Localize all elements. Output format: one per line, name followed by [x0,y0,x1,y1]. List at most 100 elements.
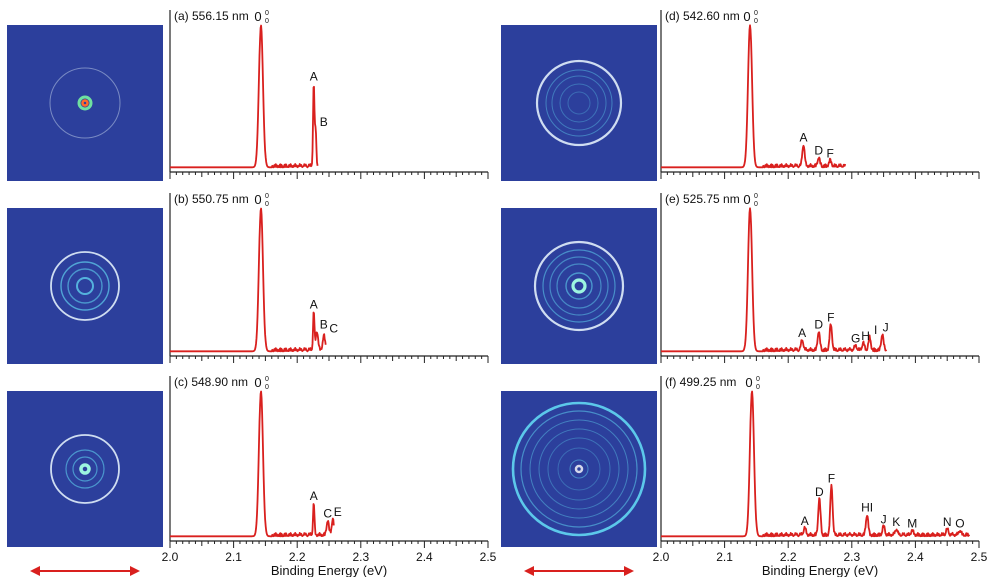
image-ring [533,240,625,332]
panel-title: (a) 556.15 nm [174,9,249,23]
peak-label: A [801,514,809,528]
main-peak-label: 0 [743,9,750,24]
peak-label: A [310,489,318,503]
peak-label: I [874,323,877,337]
peak-label: E [334,505,342,519]
panel-a: (a) 556.15 nm 0 00 A B [7,9,489,181]
main-peak-subscript: 0 [756,384,760,391]
panel-title: (f) 499.25 nm [665,375,736,389]
velocity-map-image [501,25,657,181]
panel-f: (f) 499.25 nm 0 00 A DF HI J K M N O 2.0 2.1 2.2 2.3 2.… [501,375,988,577]
image-ring [529,419,629,519]
panel-c: (c) 548.90 nm 0 00 AC E 2.0 2.1 2.2 2.3 2.4 2.5 Bin… [7,375,497,577]
spectrum-line [169,390,335,538]
x-tick-label: 2.3 [843,550,860,564]
velocity-map-image [501,391,657,547]
main-peak-superscript: 0 [756,376,760,383]
image-ring [565,272,593,300]
spectrum-line [169,207,327,353]
velocity-map-image [7,208,163,364]
image-ring [574,464,584,474]
image-ring [511,401,647,537]
image-ring [556,263,602,309]
main-peak-superscript: 0 [265,193,269,200]
main-peak-superscript: 0 [754,10,758,17]
spectrum-line [169,24,319,169]
velocity-map-image [501,208,657,364]
peak-label: A [310,297,318,311]
x-tick-label: 2.5 [971,550,988,564]
velocity-map-image [7,25,163,181]
peak-label: A [799,131,807,145]
x-tick-label: 2.5 [480,550,497,564]
peak-label: B [320,317,328,331]
peak-label: J [881,512,887,526]
image-ring [60,261,110,311]
spectrum-line [660,24,847,169]
x-tick-label: 2.4 [416,550,433,564]
image-ring [571,278,587,294]
image-ring [557,447,601,491]
x-tick-label: 2.4 [907,550,924,564]
image-ring [520,410,638,528]
image-ring [535,59,623,147]
x-tick-label: 2.2 [289,550,306,564]
main-peak-superscript: 0 [265,376,269,383]
peak-label: G [851,332,860,346]
panel-title: (b) 550.75 nm [174,192,249,206]
x-tick-label: 2.3 [352,550,369,564]
image-ring [65,449,105,489]
x-axis-label: Binding Energy (eV) [762,563,878,577]
image-ring [551,75,607,131]
peak-label: D [815,485,824,499]
peak-label: F [828,472,835,486]
image-ring [72,456,98,482]
image-ring [50,251,120,321]
image-ring [67,268,103,304]
main-peak-subscript: 0 [265,384,269,391]
image-ring [538,428,620,510]
image-ring [559,83,599,123]
main-peak-label: 0 [254,192,261,207]
peak-label: O [955,517,964,531]
peak-label: C [323,507,332,521]
velocity-map-image [7,391,163,547]
peak-label: F [827,146,834,160]
image-ring [545,69,613,137]
peak-label: C [329,322,338,336]
x-tick-label: 2.1 [225,550,242,564]
image-ring [50,434,120,504]
image-ring [567,91,591,115]
peak-label: J [883,320,889,334]
image-ring [76,277,94,295]
peak-label: D [814,143,823,157]
x-tick-label: 2.0 [653,550,670,564]
main-peak-subscript: 0 [265,201,269,208]
main-peak-superscript: 0 [265,10,269,17]
image-ring [549,256,609,316]
main-peak-label: 0 [254,9,261,24]
x-tick-label: 2.2 [780,550,797,564]
image-ring [569,459,589,479]
main-peak-label: 0 [743,192,750,207]
peak-label: H [861,329,870,343]
peak-label: HI [861,501,873,515]
peak-label: D [814,317,823,331]
x-tick-label: 2.0 [162,550,179,564]
peak-label: M [907,517,917,531]
left-double-arrow-icon [30,566,140,576]
panel-b: (b) 550.75 nm 0 00 AB C [7,192,489,364]
peak-label: A [310,70,318,84]
main-peak-label: 0 [254,375,261,390]
x-axis-label: Binding Energy (eV) [271,563,387,577]
main-peak-label: 0 [745,375,752,390]
main-peak-subscript: 0 [754,18,758,25]
peak-label: B [320,115,328,129]
panel-title: (e) 525.75 nm [665,192,740,206]
image-ring [542,249,616,323]
x-tick-label: 2.1 [716,550,733,564]
peak-label: N [943,515,952,529]
image-ring [49,67,121,139]
